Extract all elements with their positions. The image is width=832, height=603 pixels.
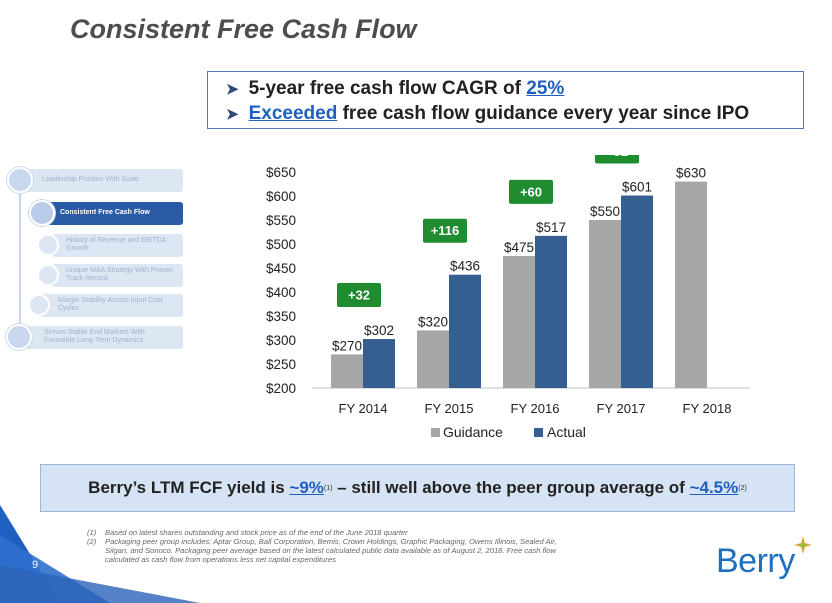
page-title: Consistent Free Cash Flow	[70, 14, 417, 44]
callout-cagr-text: 5-year free cash flow CAGR of	[248, 77, 527, 99]
arrow-bullet-icon: ➤	[226, 80, 239, 98]
actual-bar	[621, 195, 653, 388]
nav-dot-icon	[28, 294, 50, 316]
y-tick-label: $200	[266, 381, 296, 396]
footnote-1: (1) Based on latest shares outstanding a…	[87, 528, 557, 537]
nav-item-ma-strategy[interactable]: Unique M&A Strategy With Proven Track Re…	[52, 264, 183, 287]
nav-item-label: Serves Stable End Markets With Favorable…	[44, 329, 145, 344]
nav-item-label: Leadership Position With Scale	[42, 176, 139, 183]
nav-item-label: Consistent Free Cash Flow	[60, 209, 150, 216]
difference-badge	[509, 179, 553, 204]
section-navigator: Leadership Position With Scale Consisten…	[0, 164, 185, 354]
guidance-data-label: $630	[676, 166, 706, 181]
y-tick-label: $350	[266, 309, 296, 324]
y-tick-label: $300	[266, 333, 296, 348]
free-cash-flow-chart: $200 $250 $300 $350 $400 $450 $500 $550 $600 $650…	[250, 139, 770, 460]
difference-label: +116	[431, 223, 460, 238]
guidance-bar	[417, 330, 449, 388]
x-tick-label: FY 2016	[511, 401, 560, 416]
nav-dot-icon	[29, 200, 55, 226]
nav-item-end-markets[interactable]: Serves Stable End Markets With Favorable…	[22, 326, 183, 349]
nav-item-margin-stability[interactable]: Margin Stability Across Input Cost Cycle…	[40, 294, 183, 317]
nav-item-leadership[interactable]: Leadership Position With Scale	[22, 169, 183, 192]
footnote-ref-2: (2)	[738, 484, 747, 492]
yield-middle: – still well above the peer group averag…	[332, 478, 690, 497]
y-tick-label: $550	[266, 213, 296, 228]
callout-cagr-value: 25%	[526, 77, 565, 99]
x-tick-label: FY 2017	[597, 401, 646, 416]
x-tick-label: FY 2014	[339, 401, 388, 416]
difference-label: +32	[348, 288, 370, 303]
callout-line-guidance: ➤ Exceeded free cash flow guidance every…	[226, 101, 803, 126]
actual-data-label: $436	[450, 259, 480, 274]
guidance-bar	[675, 181, 707, 388]
corner-decoration	[0, 505, 200, 603]
nav-item-label: Margin Stability Across Input Cost Cycle…	[58, 297, 163, 312]
actual-bar	[449, 274, 481, 388]
arrow-bullet-icon: ➤	[226, 105, 239, 123]
difference-label: +60	[520, 184, 542, 199]
legend-actual-swatch	[534, 428, 543, 437]
guidance-data-label: $320	[418, 314, 448, 329]
peer-average-value: ~4.5%	[689, 478, 739, 497]
difference-label: +51	[606, 155, 628, 159]
y-tick-label: $450	[266, 261, 296, 276]
nav-item-free-cash-flow[interactable]: Consistent Free Cash Flow	[40, 202, 183, 225]
nav-item-label: Unique M&A Strategy With Proven Track Re…	[66, 267, 173, 282]
berry-logo: Berry	[716, 536, 816, 588]
guidance-data-label: $550	[590, 204, 620, 219]
y-tick-label: $400	[266, 285, 296, 300]
footnote-ref-1: (1)	[323, 484, 333, 492]
x-tick-label: FY 2015	[425, 401, 474, 416]
actual-data-label: $302	[364, 323, 394, 338]
nav-dot-icon	[37, 234, 59, 256]
actual-bar	[535, 235, 567, 388]
guidance-bar	[331, 354, 363, 388]
guidance-data-label: $475	[504, 240, 534, 255]
guidance-data-label: $270	[332, 338, 362, 353]
footnote-text: Based on latest shares outstanding and s…	[105, 528, 408, 537]
guidance-bar	[503, 256, 535, 388]
y-tick-label: $500	[266, 237, 296, 252]
legend-guidance-label: Guidance	[443, 424, 503, 440]
nav-dot-icon	[7, 167, 33, 193]
callout-line-cagr: ➤ 5-year free cash flow CAGR of 25%	[226, 76, 803, 101]
y-tick-label: $650	[266, 165, 296, 180]
callout-guidance-text: free cash flow guidance every year since…	[337, 102, 750, 124]
legend-actual-label: Actual	[547, 424, 586, 440]
nav-item-revenue-growth[interactable]: History of Revenue and EBITDA Growth	[52, 234, 183, 257]
logo-star-icon	[794, 536, 812, 554]
callout-exceeded-text: Exceeded	[248, 102, 338, 124]
difference-badge	[423, 218, 467, 243]
fcf-bar-chart: $200 $250 $300 $350 $400 $450 $500 $550 $600 $650…	[266, 139, 750, 440]
nav-dot-icon	[37, 264, 59, 286]
logo-wordmark: Berry	[716, 542, 795, 580]
actual-data-label: $601	[622, 180, 652, 195]
x-tick-label: FY 2018	[683, 401, 732, 416]
actual-data-label: $517	[536, 220, 566, 235]
difference-badge	[337, 283, 381, 308]
nav-dot-icon	[6, 324, 32, 350]
nav-connector-line	[19, 178, 21, 344]
footnote-number: (2)	[87, 537, 97, 546]
legend-guidance-swatch	[431, 428, 440, 437]
y-tick-label: $600	[266, 189, 296, 204]
yield-prefix: Berry’s LTM FCF yield is	[88, 478, 290, 497]
key-points-callout: ➤ 5-year free cash flow CAGR of 25% ➤ Ex…	[207, 71, 804, 129]
actual-bar	[363, 339, 395, 388]
guidance-bar	[589, 220, 621, 388]
footnotes: (1) Based on latest shares outstanding a…	[87, 528, 557, 564]
footnote-number: (1)	[87, 528, 97, 537]
y-tick-label: $250	[266, 357, 296, 372]
yield-value: ~9%	[289, 478, 324, 497]
footnote-2: (2) Packaging peer group includes: Aptar…	[87, 537, 557, 564]
page-number: 9	[32, 559, 39, 571]
footnote-text: Packaging peer group includes: Aptar Gro…	[105, 537, 557, 564]
nav-item-label: History of Revenue and EBITDA Growth	[66, 237, 166, 252]
fcf-yield-banner: Berry’s LTM FCF yield is ~9% (1) – still…	[40, 464, 795, 512]
